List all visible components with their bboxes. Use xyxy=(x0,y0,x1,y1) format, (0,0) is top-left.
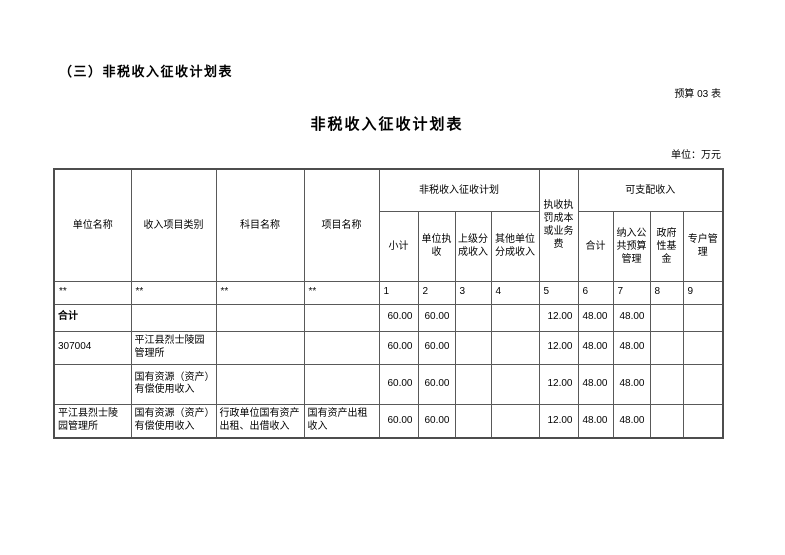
col-header-public-budget: 纳入公共预算管理 xyxy=(612,210,651,282)
table-cell: 60.00 xyxy=(417,403,456,439)
col-header-subject-name: 科目名称 xyxy=(215,168,305,282)
table-cell: 平江县烈士陵园管理所 xyxy=(53,403,132,439)
header-row-subcols: 小计 单位执收 上级分成收入 其他单位分成收入 合计 纳入公共预算管理 政府性基… xyxy=(54,210,724,282)
index-cell: 7 xyxy=(612,280,651,305)
column-index-row: ** ** ** ** 1 2 3 4 5 6 7 8 9 xyxy=(53,280,724,305)
table-cell: 60.00 xyxy=(417,303,456,332)
table-cell xyxy=(649,330,684,365)
table-cell: 48.00 xyxy=(612,303,651,332)
table-cell: 12.00 xyxy=(538,403,579,439)
index-cell: ** xyxy=(215,280,305,305)
nontax-revenue-plan-table: 单位名称 收入项目类别 科目名称 项目名称 非税收入征收计划 执收执罚成本或业务… xyxy=(53,168,724,439)
table-cell: 12.00 xyxy=(538,303,579,332)
table-cell xyxy=(303,303,380,332)
page-title: 非税收入征收计划表 xyxy=(310,116,464,133)
table-cell xyxy=(490,403,540,439)
col-header-special-account: 专户管理 xyxy=(682,210,724,282)
table-cell: 48.00 xyxy=(577,303,614,332)
table-row-total: 合计 60.00 60.00 12.00 48.00 48.00 xyxy=(53,303,724,332)
index-cell: 2 xyxy=(417,280,456,305)
budget-table-code: 预算 03 表 xyxy=(674,89,721,100)
table-cell: 307004 xyxy=(53,330,132,365)
table-cell: 12.00 xyxy=(538,363,579,405)
table-cell: 平江县烈士陵园管理所 xyxy=(130,330,217,365)
index-cell: 4 xyxy=(490,280,540,305)
table-cell xyxy=(649,303,684,332)
table-cell xyxy=(490,363,540,405)
col-header-unit-name: 单位名称 xyxy=(53,168,132,282)
col-header-other-unit-share: 其他单位分成收入 xyxy=(490,210,540,282)
table-cell xyxy=(682,403,724,439)
table-cell xyxy=(130,303,217,332)
table-cell: 国有资产出租收入 xyxy=(303,403,380,439)
table-row: 国有资源（资产）有偿使用收入 60.00 60.00 12.00 48.00 4… xyxy=(53,363,724,405)
table-cell xyxy=(682,303,724,332)
table-cell xyxy=(454,303,492,332)
index-cell: ** xyxy=(303,280,380,305)
table-cell xyxy=(649,363,684,405)
table-cell: 48.00 xyxy=(577,363,614,405)
table-cell: 12.00 xyxy=(538,330,579,365)
section-heading: （三）非税收入征收计划表 xyxy=(59,64,234,79)
index-cell: 1 xyxy=(378,280,419,305)
table-cell: 行政单位国有资产出租、出借收入 xyxy=(215,403,305,439)
col-header-subtotal: 小计 xyxy=(378,210,419,282)
table-cell: 60.00 xyxy=(378,330,419,365)
table-cell xyxy=(682,330,724,365)
table-cell xyxy=(53,363,132,405)
table-cell: 60.00 xyxy=(417,330,456,365)
col-header-unit-collected: 单位执收 xyxy=(417,210,456,282)
col-header-project-name: 项目名称 xyxy=(303,168,380,282)
table-cell xyxy=(682,363,724,405)
index-cell: 6 xyxy=(577,280,614,305)
index-cell: 9 xyxy=(682,280,724,305)
table-cell: 48.00 xyxy=(612,330,651,365)
table-cell xyxy=(454,330,492,365)
table-cell xyxy=(215,363,305,405)
col-header-collection-cost: 执收执罚成本或业务费 xyxy=(538,168,579,282)
header-row-groups: 单位名称 收入项目类别 科目名称 项目名称 非税收入征收计划 执收执罚成本或业务… xyxy=(53,168,724,282)
table-cell xyxy=(454,363,492,405)
col-header-gov-fund: 政府性基金 xyxy=(649,210,684,282)
index-cell: 5 xyxy=(538,280,579,305)
table-cell xyxy=(490,330,540,365)
table-cell: 60.00 xyxy=(417,363,456,405)
col-header-income-category: 收入项目类别 xyxy=(130,168,217,282)
group-header-collection-plan: 非税收入征收计划 xyxy=(378,168,540,212)
index-cell: 8 xyxy=(649,280,684,305)
table-cell xyxy=(649,403,684,439)
table-cell xyxy=(454,403,492,439)
table-row: 307004 平江县烈士陵园管理所 60.00 60.00 12.00 48.0… xyxy=(53,330,724,365)
col-header-superior-share: 上级分成收入 xyxy=(454,210,492,282)
index-cell: 3 xyxy=(454,280,492,305)
table-cell xyxy=(303,363,380,405)
table-row: 平江县烈士陵园管理所 国有资源（资产）有偿使用收入 行政单位国有资产出租、出借收… xyxy=(53,403,724,439)
index-cell: ** xyxy=(130,280,217,305)
table-cell xyxy=(215,330,305,365)
table-cell xyxy=(490,303,540,332)
table-cell: 国有资源（资产）有偿使用收入 xyxy=(130,403,217,439)
table-cell xyxy=(303,330,380,365)
table-cell: 60.00 xyxy=(378,303,419,332)
group-header-disposable-income: 可支配收入 xyxy=(577,168,724,212)
table-cell: 合计 xyxy=(53,303,132,332)
table-cell: 48.00 xyxy=(612,403,651,439)
table-cell: 48.00 xyxy=(577,330,614,365)
table-cell: 60.00 xyxy=(378,403,419,439)
table-cell: 48.00 xyxy=(612,363,651,405)
index-cell: ** xyxy=(53,280,132,305)
table-cell xyxy=(215,303,305,332)
table-cell: 48.00 xyxy=(577,403,614,439)
table-cell: 国有资源（资产）有偿使用收入 xyxy=(130,363,217,405)
table-cell: 60.00 xyxy=(378,363,419,405)
unit-label: 单位：万元 xyxy=(671,150,721,161)
col-header-disposable-total: 合计 xyxy=(577,210,614,282)
